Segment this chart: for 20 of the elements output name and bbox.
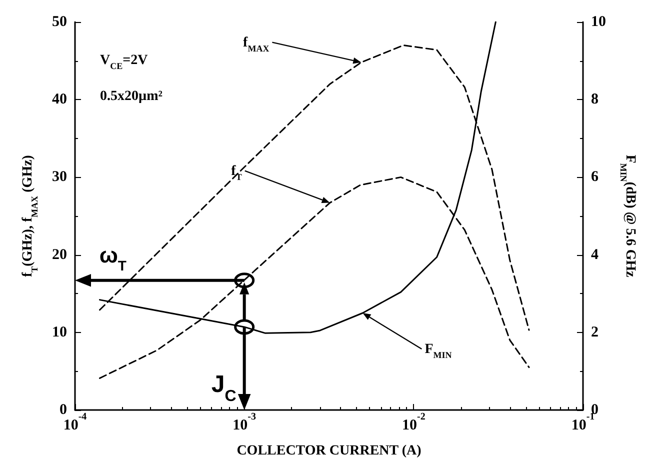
y-tick-label: 40	[52, 92, 67, 108]
annotation: 0.5x20µm²	[100, 89, 162, 104]
y2-tick-label: 6	[591, 169, 599, 186]
text: f$_{MAX}$	[243, 35, 270, 54]
y-tick-label: 30	[52, 169, 67, 186]
y-axis-title: fT(GHz), fMAX (GHz)	[20, 154, 40, 277]
x-axis-title: COLLECTOR CURRENT (A)	[236, 444, 422, 458]
y2-tick-label: 8	[591, 92, 598, 108]
y2-axis-title: FMIN(dB) @ 5.6 GHz	[618, 154, 638, 278]
y-tick-label: 10	[52, 324, 67, 340]
y-tick-label: 20	[52, 246, 67, 263]
annotation: ω$_{T}$	[99, 242, 127, 274]
text: F$_{MIN}$	[424, 342, 452, 360]
y2-tick-label: 2	[591, 324, 598, 340]
y2-tick-label: 10	[591, 14, 606, 30]
annotation: J$_{C}$	[211, 371, 237, 404]
y-tick-label: 50	[52, 14, 67, 30]
annotation: V$_{CE}$=2V	[100, 53, 148, 71]
y-tick-label: 0	[60, 402, 67, 418]
y2-tick-label: 4	[591, 246, 599, 263]
